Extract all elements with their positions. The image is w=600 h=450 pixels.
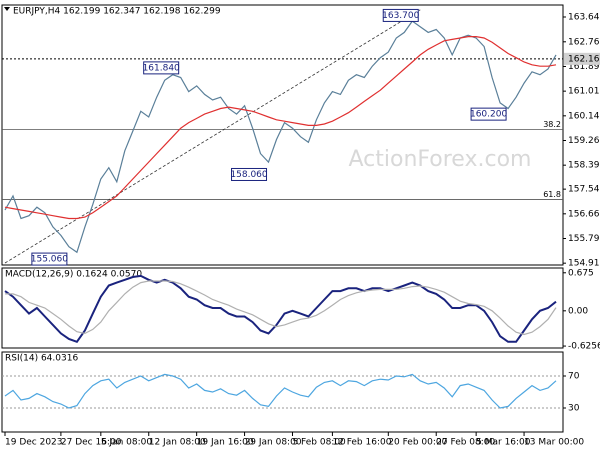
panel-title: EURJPY,H4 162.199 162.347 162.198 162.29…	[13, 7, 221, 17]
x-tick-label: 20 Feb 00:00	[388, 438, 447, 448]
series-line	[4, 274, 557, 343]
y-tick-label: 0.00	[568, 306, 588, 316]
x-tick-label: 12 Feb 16:00	[332, 438, 391, 448]
annotation-label: 155.060	[31, 255, 68, 265]
x-tick-label: 19 Dec 2023	[5, 438, 63, 448]
y-tick-label: 160.140	[568, 111, 600, 121]
panel-frame	[1, 4, 564, 266]
series-line	[4, 36, 557, 220]
annotation-box	[143, 61, 180, 75]
annotation-label: 160.200	[470, 110, 507, 120]
y-tick-label: 155.790	[568, 234, 600, 244]
x-tick-label: 27 Dec 16:00	[61, 438, 122, 448]
y-tick-label: -0.6256	[568, 342, 600, 352]
current-price-label: 162.160	[568, 54, 600, 64]
y-tick-label: 30	[568, 404, 580, 414]
x-tick-label: 5 Jan 08:00	[101, 438, 153, 448]
x-tick-label: 13 Mar 00:00	[524, 438, 584, 448]
series-line	[5, 280, 557, 336]
y-tick-label: 161.890	[568, 62, 600, 72]
annotation-box	[470, 107, 507, 121]
y-tick-label: 158.390	[568, 161, 600, 171]
y-tick-label: 161.015	[568, 87, 600, 97]
y-tick-label: 159.265	[568, 136, 600, 146]
series-line	[4, 20, 557, 254]
x-tick-label: 19 Jan 16:00	[197, 438, 254, 448]
menu-arrow	[4, 7, 10, 11]
x-tick-label: 5 Feb 08:00	[292, 438, 346, 448]
panel-title: MACD(12,26,9) 0.1624 0.0570	[5, 270, 142, 280]
annotation-label: 161.840	[143, 63, 180, 73]
y-tick-label: 70	[568, 372, 580, 382]
panel-frame	[1, 267, 564, 349]
panel-title: RSI(14) 64.0316	[5, 354, 78, 364]
annotation-box	[382, 8, 419, 22]
y-tick-label: 163.645	[568, 12, 600, 22]
x-tick-label: 27 Feb 08:00	[436, 438, 495, 448]
x-tick-label: 29 Jan 08:00	[245, 438, 302, 448]
annotation-box	[31, 252, 68, 266]
y-tick-label: 162.765	[568, 37, 600, 47]
x-tick-label: 5 Mar 16:00	[476, 438, 531, 448]
series-line	[4, 373, 557, 409]
y-tick-label: 154.915	[568, 259, 600, 269]
panel-frame	[1, 351, 564, 433]
current-price-box	[564, 52, 600, 65]
x-tick-label: 12 Jan 08:00	[149, 438, 206, 448]
y-tick-label: 156.665	[568, 209, 600, 219]
fib-label: 61.8	[543, 190, 561, 199]
annotation-label: 158.060	[230, 170, 267, 180]
y-tick-label: 157.540	[568, 185, 600, 195]
y-tick-label: 0.675	[568, 268, 594, 278]
fib-label: 38.2	[543, 120, 561, 129]
watermark: ActionForex.com	[349, 147, 532, 172]
trendline	[4, 9, 421, 264]
annotation-label: 163.700	[382, 11, 419, 21]
annotation-box	[231, 167, 268, 181]
